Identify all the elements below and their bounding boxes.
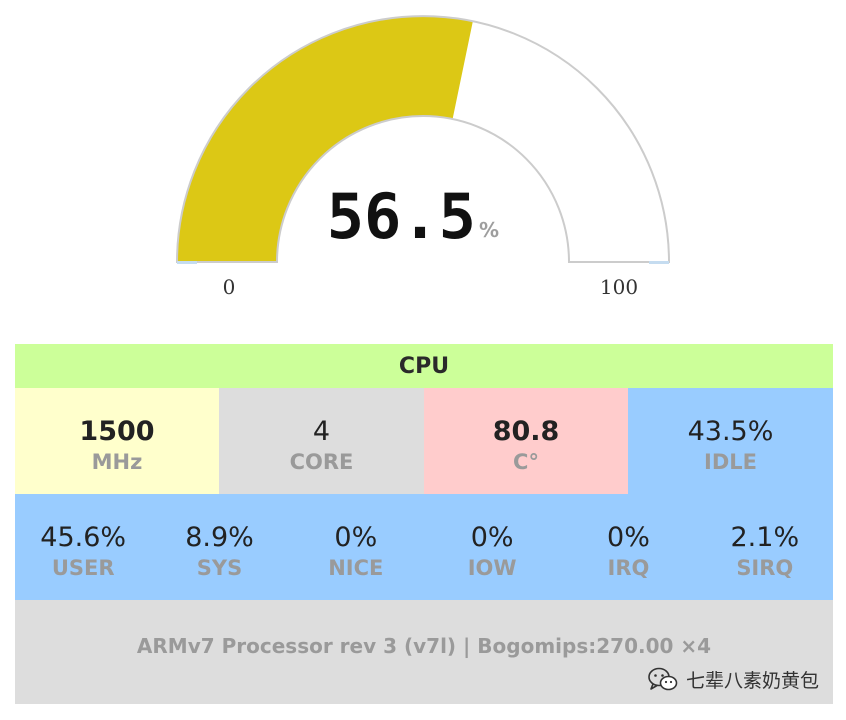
gauge-value: 56.5 (327, 180, 476, 253)
cpu-stats-bottom-row: 45.6% USER 8.9% SYS 0% NICE 0% IOW 0% IR… (15, 494, 833, 600)
watermark: 七辈八素奶黄包 (648, 666, 819, 693)
core-count-cell: 4 CORE (219, 388, 424, 494)
temperature-value: 80.8 (492, 416, 560, 447)
user-value: 45.6% (40, 522, 127, 553)
gauge-max-label: 100 (600, 275, 638, 299)
frequency-cell: 1500 MHz (15, 388, 219, 494)
cpu-usage-gauge: 56.5 % 0 100 (0, 0, 846, 320)
user-cell: 45.6% USER (15, 494, 151, 600)
sys-cell: 8.9% SYS (151, 494, 287, 600)
cpu-model-text: ARMv7 Processor rev 3 (v7l) | Bogomips:2… (136, 634, 712, 658)
frequency-value: 1500 (79, 416, 155, 447)
irq-value: 0% (607, 522, 650, 553)
irq-label: IRQ (607, 556, 650, 580)
cpu-panel: CPU 1500 MHz 4 CORE 80.8 C° 43.5% IDLE 4… (15, 344, 833, 704)
sys-value: 8.9% (185, 522, 254, 553)
nice-value: 0% (334, 522, 378, 553)
idle-cell: 43.5% IDLE (628, 388, 833, 494)
idle-label: IDLE (704, 450, 757, 474)
sirq-label: SIRQ (736, 556, 794, 580)
cpu-header: CPU (15, 344, 833, 388)
irq-cell: 0% IRQ (560, 494, 696, 600)
iow-label: IOW (467, 556, 517, 580)
core-count-label: CORE (289, 450, 354, 474)
gauge-base-left (177, 261, 197, 264)
cpu-model-bar: ARMv7 Processor rev 3 (v7l) | Bogomips:2… (15, 600, 833, 704)
gauge-fill (177, 15, 473, 263)
iow-cell: 0% IOW (424, 494, 560, 600)
temperature-cell: 80.8 C° (424, 388, 628, 494)
sirq-value: 2.1% (730, 522, 800, 553)
gauge-border (175, 15, 671, 263)
gauge-base-right (649, 261, 669, 264)
gauge-unit: % (479, 218, 499, 242)
core-count-value: 4 (312, 416, 331, 447)
cpu-stats-top-row: 1500 MHz 4 CORE 80.8 C° 43.5% IDLE (15, 388, 833, 494)
nice-cell: 0% NICE (288, 494, 424, 600)
gauge-chart: 56.5 % 0 100 (175, 15, 671, 299)
nice-label: NICE (328, 556, 384, 580)
wechat-icon (648, 667, 678, 690)
iow-value: 0% (470, 522, 514, 553)
temperature-label: C° (513, 450, 539, 474)
user-label: USER (51, 556, 115, 580)
sys-label: SYS (196, 556, 243, 580)
sirq-cell: 2.1% SIRQ (697, 494, 833, 600)
idle-value: 43.5% (687, 416, 774, 447)
watermark-text: 七辈八素奶黄包 (685, 670, 819, 692)
frequency-label: MHz (91, 450, 143, 474)
gauge-min-label: 0 (223, 275, 236, 299)
